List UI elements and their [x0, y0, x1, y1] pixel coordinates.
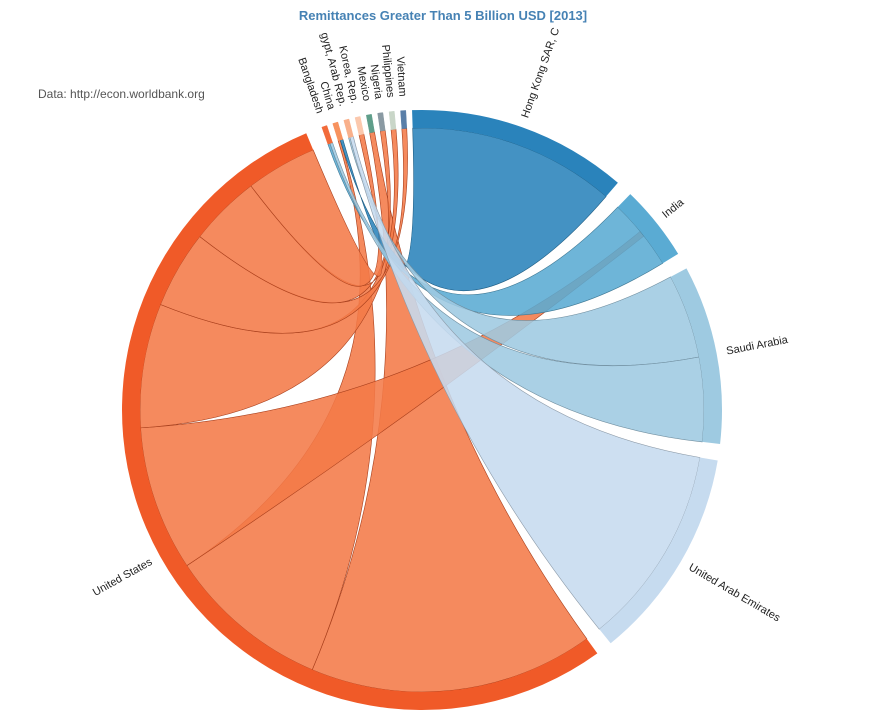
- chord-united-arab-emirates-to-gypt-arab-rep-: [349, 136, 701, 630]
- group-arc-philippines[interactable]: [388, 111, 397, 130]
- group-arc-india[interactable]: [617, 194, 679, 264]
- group-arc-nigeria[interactable]: [377, 112, 386, 132]
- group-arc-saudi-arabia[interactable]: [670, 268, 722, 444]
- group-label: Hong Kong SAR, C: [519, 26, 562, 119]
- group-label: United States: [91, 556, 155, 599]
- group-arc-mexico[interactable]: [366, 114, 375, 134]
- chord-india-to-bangladesh: [327, 143, 664, 316]
- group-label: Philippines: [379, 44, 396, 99]
- group-label: Nigeria: [368, 64, 385, 101]
- data-source-note: Data: http://econ.worldbank.org: [38, 87, 205, 101]
- chart-title: Remittances Greater Than 5 Billion USD […: [298, 8, 588, 23]
- group-arc-gypt-arab-rep-[interactable]: [343, 118, 354, 139]
- chord-saudi-arabia-to-bangladesh: [329, 142, 705, 443]
- group-label: United Arab Emirates: [686, 561, 782, 624]
- group-label: Vietnam: [394, 56, 408, 97]
- group-arc-bangladesh[interactable]: [321, 125, 333, 145]
- group-arc-china[interactable]: [332, 121, 344, 142]
- group-label: Saudi Arabia: [725, 334, 789, 358]
- chord-united-states-to-korea-rep-: [250, 133, 383, 287]
- group-arc-hong-kong-sar-c[interactable]: [412, 109, 618, 197]
- group-arc-korea-rep-[interactable]: [354, 116, 365, 136]
- group-label: India: [660, 196, 687, 221]
- group-arc-vietnam[interactable]: [400, 110, 408, 129]
- group-arc-united-arab-emirates[interactable]: [599, 457, 718, 644]
